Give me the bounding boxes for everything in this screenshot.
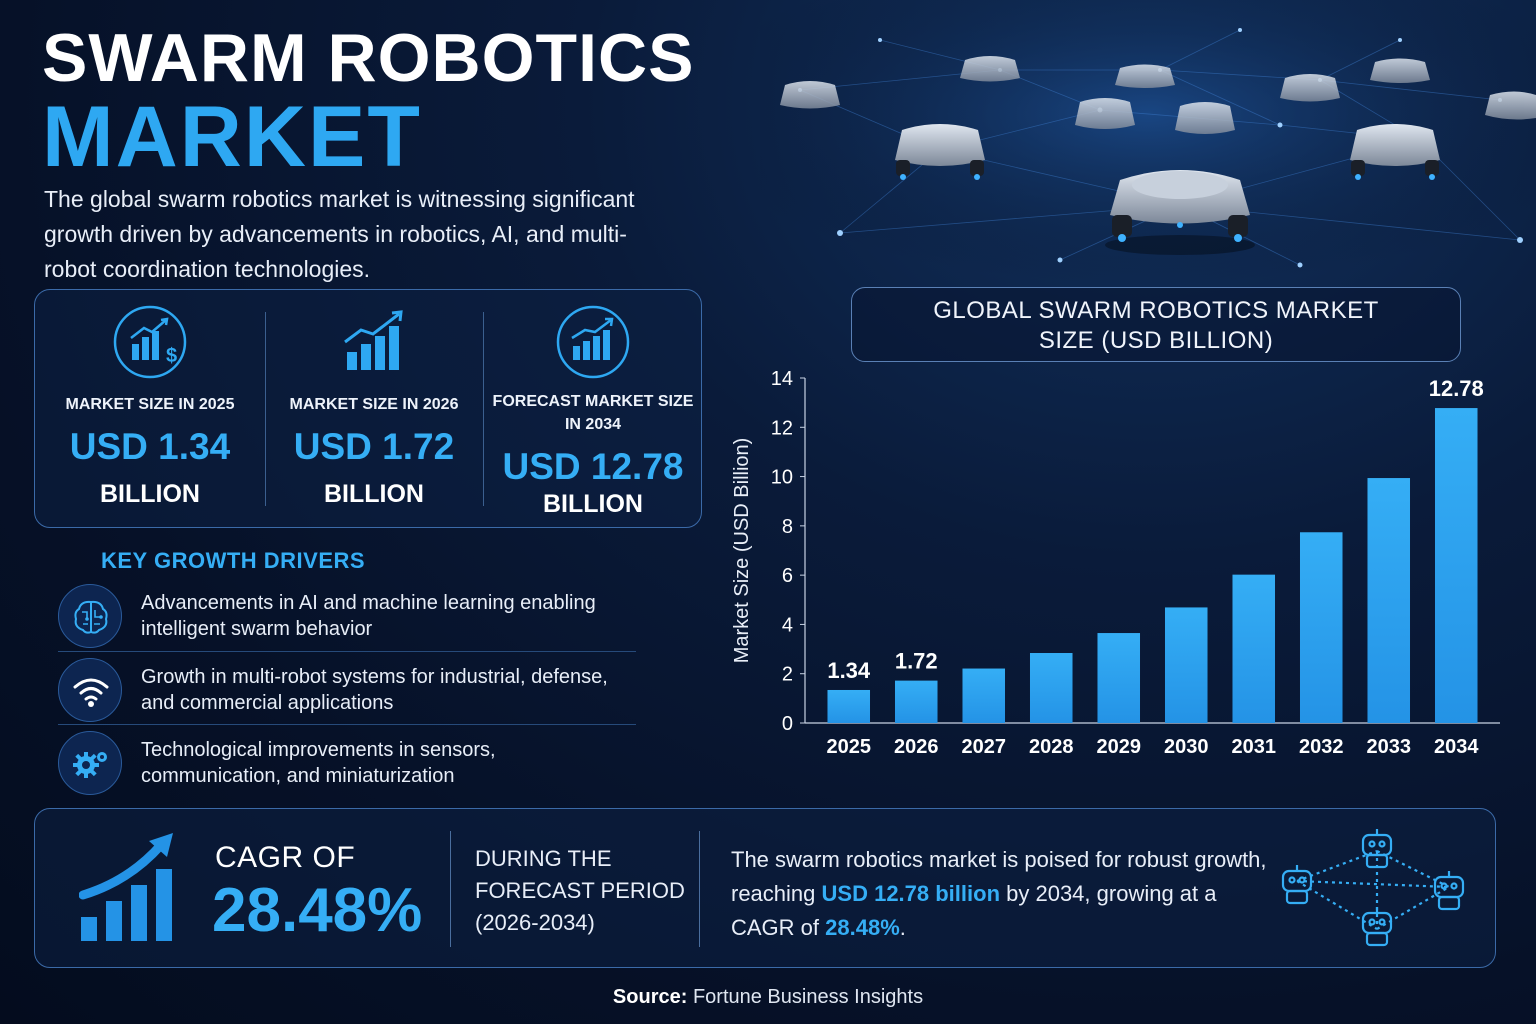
page-title: SWARM ROBOTICS [42,20,695,96]
period-line: FORECAST PERIOD [475,878,685,903]
separator [58,651,636,652]
robot-icon [1105,170,1255,255]
market-size-bar-chart: 0 2 4 6 8 10 12 14 Market Size (USD Billion) 2025… [731,368,1500,758]
driver-item-ai: Advancements in AI and machine learning … [58,584,636,654]
bar [1097,633,1141,723]
stat-market-size-2026: MARKET SIZE IN 2026 USD 1.72 BILLION [265,290,483,529]
source-note: Source: Fortune Business Insights [0,986,1536,1009]
gears-icon [58,731,122,795]
x-tick-label: 2026 [894,736,939,758]
source-label: Source: [612,986,688,1008]
rising-bars-icon [339,308,409,379]
driver-item-multi-robot: Growth in multi-robot systems for indust… [58,658,636,728]
stat-unit: BILLION [324,480,424,508]
y-tick-label: 4 [782,614,793,636]
y-tick-label: 8 [782,516,793,538]
bar [894,680,938,723]
robot-network-icon [1263,821,1483,958]
cagr-panel: CAGR OF 28.48% DURING THE FORECAST PERIO… [34,808,1496,968]
x-tick-label: 2028 [1029,736,1074,758]
growth-arrow-icon [78,831,179,948]
bar [1232,574,1276,723]
driver-text: Technological improvements in sensors, c… [141,739,496,787]
stat-market-size-2025: $ MARKET SIZE IN 2025 USD 1.34 BILLION [35,290,265,529]
hero-robot-network-illustration [760,0,1536,285]
driver-text: Advancements in AI and machine learning … [141,592,596,640]
stat-forecast-2034: FORECAST MARKET SIZE IN 2034 USD 12.78 B… [483,290,703,529]
summary-highlight: 28.48% [825,915,900,940]
x-tick-label: 2030 [1164,736,1209,758]
bar [1029,653,1073,723]
bar [1164,607,1208,723]
cagr-value: 28.48% [212,876,423,945]
divider [265,312,266,506]
y-tick-label: 0 [782,713,793,735]
stat-label: FORECAST MARKET SIZE IN 2034 [492,393,694,433]
y-tick-label: 10 [771,467,793,489]
divider [483,312,484,506]
chart-title-line: SIZE (USD BILLION) [1038,327,1274,354]
svg-text:$: $ [166,345,177,367]
robot-icon [1361,907,1393,947]
summary-highlight: USD 12.78 billion [821,881,1001,906]
cagr-label: CAGR OF [215,841,356,874]
stat-value: USD 1.34 [69,426,231,467]
market-stats-panel: $ MARKET SIZE IN 2025 USD 1.34 BILLION M… [34,289,702,528]
y-axis-label: Market Size (USD Billion) [731,438,753,664]
y-tick-label: 14 [771,368,793,390]
bar [1434,408,1478,723]
robot-icon [1281,865,1313,905]
summary-text: The swarm robotics market is poised for … [731,847,1267,940]
chart-dollar-icon: $ [112,304,188,385]
stat-value: USD 1.72 [293,426,455,467]
x-tick-label: 2033 [1367,736,1412,758]
intro-text: The global swarm robotics market is witn… [44,186,635,282]
chart-title: GLOBAL SWARM ROBOTICS MARKET SIZE (USD B… [851,287,1461,362]
robot-icon [1433,871,1465,911]
period-line: DURING THE [475,846,612,871]
data-label: 1.34 [827,658,871,683]
bar [827,689,871,723]
robot-icon [1361,829,1393,869]
ai-brain-icon [58,584,122,648]
y-tick-label: 6 [782,565,793,587]
x-tick-label: 2034 [1434,736,1479,758]
divider [699,831,700,947]
x-tick-label: 2032 [1299,736,1344,758]
x-tick-label: 2025 [827,736,872,758]
x-tick-label: 2031 [1232,736,1277,758]
robot-icon [1350,124,1440,180]
page-title-accent: MARKET [42,89,422,185]
robot-icon [780,56,1536,134]
x-tick-label: 2027 [962,736,1007,758]
forecast-period: DURING THE FORECAST PERIOD (2026-2034) [475,843,705,939]
forecast-chart-icon [555,304,631,385]
stat-label: MARKET SIZE IN 2026 [289,396,459,413]
stat-unit: BILLION [543,490,643,518]
source-text: Fortune Business Insights [687,986,924,1008]
x-tick-label: 2029 [1097,736,1142,758]
separator [58,724,636,725]
bar [1367,478,1411,723]
y-tick-label: 2 [782,664,793,686]
data-label: 12.78 [1429,376,1484,401]
wifi-signal-icon [58,658,122,722]
chart-title-line: GLOBAL SWARM ROBOTICS MARKET [933,297,1379,324]
stat-value: USD 12.78 [502,446,684,487]
bar [962,668,1006,723]
y-tick-label: 12 [771,417,793,439]
driver-text: Growth in multi-robot systems for indust… [141,666,608,714]
data-label: 1.72 [895,649,938,674]
bar [1299,532,1343,723]
driver-item-technology: Technological improvements in sensors, c… [58,731,636,801]
drivers-heading: KEY GROWTH DRIVERS [101,548,366,573]
period-line: (2026-2034) [475,910,595,935]
stat-unit: BILLION [100,480,200,508]
robot-icon [895,124,985,180]
stat-label: MARKET SIZE IN 2025 [65,396,235,413]
divider [450,831,451,947]
